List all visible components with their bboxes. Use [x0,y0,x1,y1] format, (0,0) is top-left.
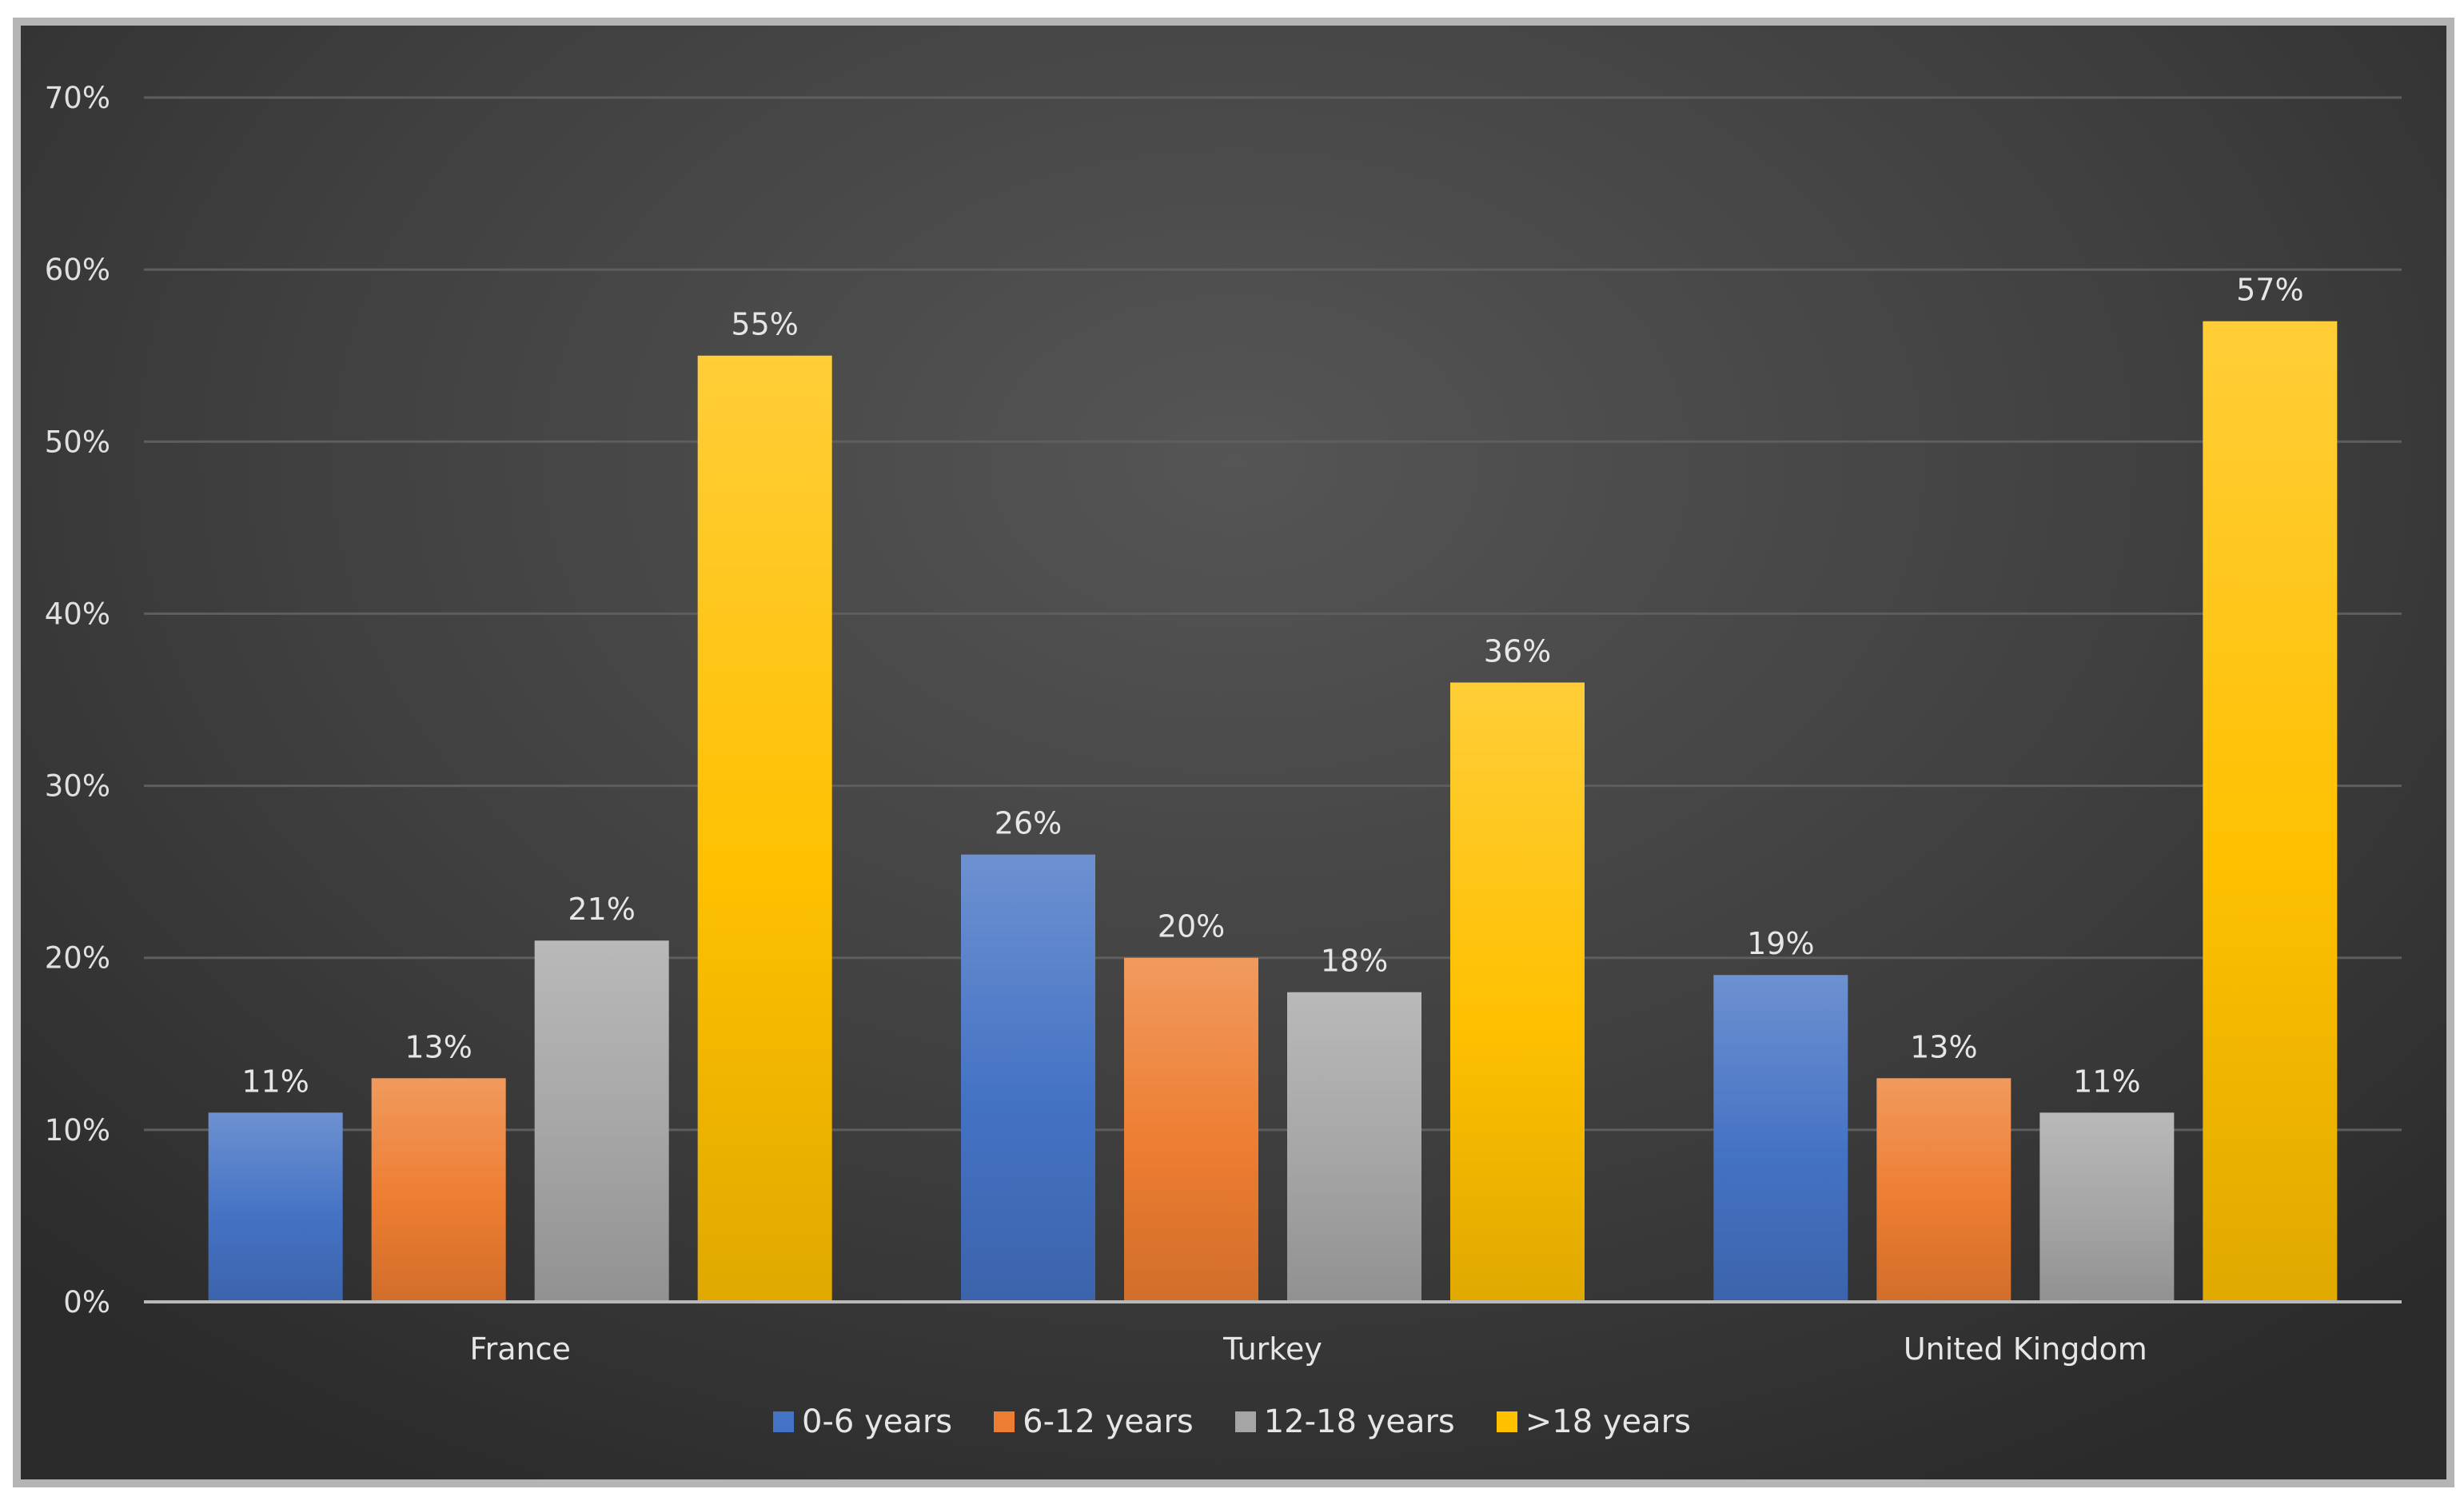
bar [1287,992,1421,1302]
y-tick-label: 60% [45,253,110,287]
data-label: 55% [731,307,798,342]
data-label: 20% [1158,909,1225,944]
y-tick-label: 0% [63,1285,110,1319]
legend-swatch [994,1411,1015,1432]
y-tick-label: 40% [45,597,110,631]
y-axis-tick-labels: 0% 10% 20% 30% 40% 50% 60% 70% [45,81,110,1319]
bar [2039,1112,2175,1302]
bar [208,1112,343,1302]
legend-swatch [773,1411,795,1432]
x-category-label: United Kingdom [1904,1331,2147,1367]
bar [961,854,1095,1302]
y-tick-label: 50% [45,425,110,459]
y-tick-label: 30% [45,769,110,804]
bar [1124,957,1258,1302]
bar [2203,321,2338,1303]
data-label: 11% [241,1064,309,1099]
data-label: 13% [405,1029,472,1064]
data-label: 13% [1910,1029,1977,1064]
x-category-label: France [469,1331,570,1367]
data-label: 18% [1321,944,1388,979]
data-label: 11% [2073,1064,2140,1099]
legend-swatch [1234,1411,1256,1432]
data-label: 36% [1484,633,1551,669]
legend-swatch [1496,1411,1517,1432]
bar [1713,975,1848,1302]
legend-label: 12-18 years [1263,1403,1455,1440]
legend-label: 0-6 years [802,1403,953,1440]
data-label: 26% [995,806,1062,841]
legend-label: >18 years [1525,1403,1691,1440]
x-category-label: Turkey [1222,1331,1322,1367]
data-label: 19% [1747,926,1814,961]
x-axis: France Turkey United Kingdom [144,1300,2402,1367]
bar [697,355,832,1302]
data-label: 21% [568,892,635,927]
y-tick-label: 20% [45,941,110,976]
legend-item: 0-6 years [773,1403,952,1440]
legend-label: 6-12 years [1023,1403,1194,1440]
y-tick-label: 10% [45,1113,110,1148]
legend-item: 6-12 years [994,1403,1194,1440]
bars [208,321,2338,1303]
legend-item: 12-18 years [1234,1403,1455,1440]
bar [1876,1078,2011,1302]
bar [1450,682,1585,1302]
data-labels: 11% 13% 21% 55% 26% 20% 18% 36% 19% 13% 11% 57% [241,273,2303,1100]
data-label: 57% [2236,273,2303,308]
gridlines [144,96,2402,1132]
bar [534,940,669,1302]
bar [371,1078,506,1302]
legend-item: >18 years [1496,1403,1691,1440]
legend: 0-6 years 6-12 years 12-18 years >18 years [0,1399,2464,1444]
y-tick-label: 70% [45,81,110,115]
